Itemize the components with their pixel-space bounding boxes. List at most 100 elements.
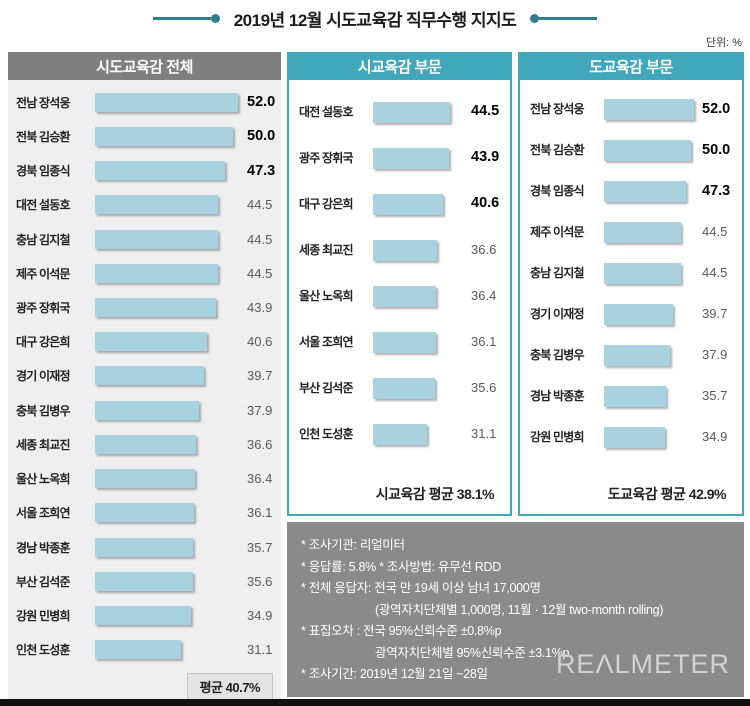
bar-row: 경남 박종훈 35.7 (16, 530, 275, 564)
bar-value-label: 36.4 (247, 471, 273, 487)
bar-category-label: 강원 민병희 (530, 430, 585, 444)
bar-category-label: 전남 장석웅 (530, 102, 585, 116)
unit-label: 단위: % (705, 37, 742, 49)
bar-value-label: 44.5 (247, 197, 273, 213)
bar-fill (95, 366, 205, 386)
bar-category-label: 경남 박종훈 (530, 389, 585, 403)
bar-fill (604, 181, 687, 202)
bar-track (95, 229, 241, 249)
bar-row: 경북 임종식 47.3 (530, 170, 734, 211)
bar-track (95, 434, 241, 454)
bar-track (95, 332, 241, 352)
bar-track (373, 377, 465, 399)
panel-average-label: 평균 40.7% (186, 672, 273, 700)
bar-category-label: 전북 김승환 (530, 143, 585, 157)
bar-fill (95, 263, 218, 283)
bar-fill (373, 193, 444, 215)
bar-fill (604, 386, 666, 407)
bar-value-label: 31.1 (247, 642, 273, 658)
bar-fill (95, 298, 216, 318)
bar-category-label: 경남 박종훈 (16, 540, 71, 555)
bar-category-label: 인천 도성훈 (299, 426, 354, 441)
bar-row: 부산 김석준 35.6 (16, 564, 275, 598)
bar-row: 서울 조희연 36.1 (16, 496, 275, 530)
bar-category-label: 대전 설동호 (16, 198, 71, 213)
bar-fill (373, 285, 437, 307)
bar-fill (604, 140, 691, 161)
survey-note-line: * 응답률: 5.8% * 조사방법: 유무선 RDD (301, 559, 501, 574)
bar-row: 경기 이재정 39.7 (530, 293, 734, 334)
bar-value-label: 37.9 (247, 402, 273, 418)
bar-track (95, 92, 241, 112)
bar-value-label: 35.6 (471, 379, 497, 395)
bar-category-label: 세종 최교진 (299, 242, 354, 257)
bar-value-label: 44.5 (247, 265, 273, 281)
bar-fill (95, 400, 200, 420)
bar-category-label: 광주 장휘국 (299, 150, 354, 165)
bar-fill (95, 161, 226, 181)
title-dot-right (530, 14, 540, 23)
bar-value-label: 52.0 (247, 94, 276, 111)
bar-row: 울산 노옥희 36.4 (299, 272, 502, 318)
title-line-left (152, 17, 211, 20)
bar-track (604, 181, 696, 202)
bar-category-label: 충남 김지철 (530, 266, 585, 280)
bar-track (95, 366, 241, 386)
bar-value-label: 31.1 (471, 425, 497, 441)
bar-row: 세종 최교진 36.6 (16, 427, 275, 461)
bar-row: 충북 김병우 37.9 (530, 334, 734, 375)
bar-track (373, 147, 465, 169)
bar-fill (95, 640, 181, 660)
survey-note-line: 광역자치단체별 95%신뢰수준 ±3.1%p (375, 645, 570, 660)
bar-row: 충북 김병우 37.9 (16, 393, 275, 427)
bar-fill (95, 606, 192, 626)
bar-category-label: 세종 최교진 (16, 437, 71, 452)
survey-notes-lines: * 조사기관: 리얼미터 * 응답률: 5.8% * 조사방법: 유무선 RDD *… (301, 535, 730, 686)
bar-category-label: 충북 김병우 (530, 348, 585, 362)
survey-note-line: * 조사기간: 2019년 12월 21일 ~28일 (301, 667, 488, 681)
bar-track (373, 239, 465, 261)
bar-category-label: 경북 임종식 (16, 164, 71, 179)
bar-fill (95, 537, 194, 557)
bar-row: 대전 설동호 44.5 (16, 188, 275, 222)
bar-row: 제주 이석문 44.5 (16, 256, 275, 290)
bar-row: 대전 설동호 44.5 (299, 88, 502, 134)
bar-row: 경기 이재정 39.7 (16, 359, 275, 393)
bar-row: 전남 장석웅 52.0 (16, 85, 275, 119)
bar-category-label: 경기 이재정 (530, 307, 585, 321)
bar-track (604, 263, 696, 284)
bar-row: 충남 김지철 44.5 (530, 252, 734, 293)
bar-fill (95, 229, 218, 249)
bar-fill (95, 332, 207, 352)
bar-fill (604, 427, 665, 448)
bar-value-label: 36.1 (247, 505, 273, 521)
bar-value-label: 34.9 (247, 608, 273, 624)
bar-row: 울산 노옥희 36.4 (16, 462, 275, 496)
bar-category-label: 경북 임종식 (530, 184, 585, 198)
bar-track (95, 571, 241, 591)
bar-category-label: 대전 설동호 (299, 104, 354, 119)
bar-track (95, 503, 241, 523)
title-line-right (539, 17, 598, 20)
title-left-decoration (152, 14, 220, 23)
bar-value-label: 47.3 (702, 182, 731, 199)
bar-value-label: 44.5 (702, 224, 728, 239)
bar-fill (373, 331, 436, 353)
bar-track (95, 161, 241, 181)
bar-value-label: 35.6 (247, 573, 273, 589)
bar-category-label: 제주 이석문 (530, 225, 585, 239)
bar-value-label: 35.7 (247, 539, 273, 555)
bar-category-label: 전남 장석웅 (16, 95, 71, 110)
bar-fill (373, 239, 437, 261)
bar-category-label: 광주 장휘국 (16, 301, 71, 316)
bar-row: 부산 김석준 35.6 (299, 364, 502, 410)
bar-track (604, 222, 696, 243)
bottom-border-bar (0, 699, 750, 706)
bar-fill (373, 377, 435, 399)
bar-row: 광주 장휘국 43.9 (16, 290, 275, 324)
bar-track (604, 304, 696, 325)
bar-category-label: 울산 노옥희 (299, 288, 354, 303)
bar-value-label: 50.0 (702, 141, 731, 158)
bar-track (604, 99, 696, 120)
bar-value-label: 37.9 (702, 347, 728, 362)
